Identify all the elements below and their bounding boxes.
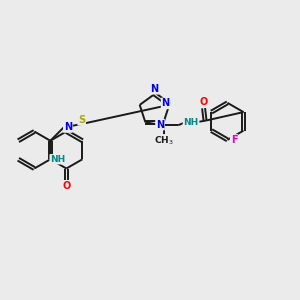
Text: O: O <box>62 181 70 191</box>
Text: S: S <box>78 115 85 125</box>
Text: N: N <box>162 98 170 108</box>
Text: F: F <box>231 135 237 145</box>
Text: N: N <box>64 122 72 132</box>
Text: CH$_3$: CH$_3$ <box>154 134 173 147</box>
Text: O: O <box>200 97 208 107</box>
Text: NH: NH <box>183 118 199 127</box>
Text: NH: NH <box>50 155 65 164</box>
Text: N: N <box>156 120 164 130</box>
Text: N: N <box>150 84 158 94</box>
